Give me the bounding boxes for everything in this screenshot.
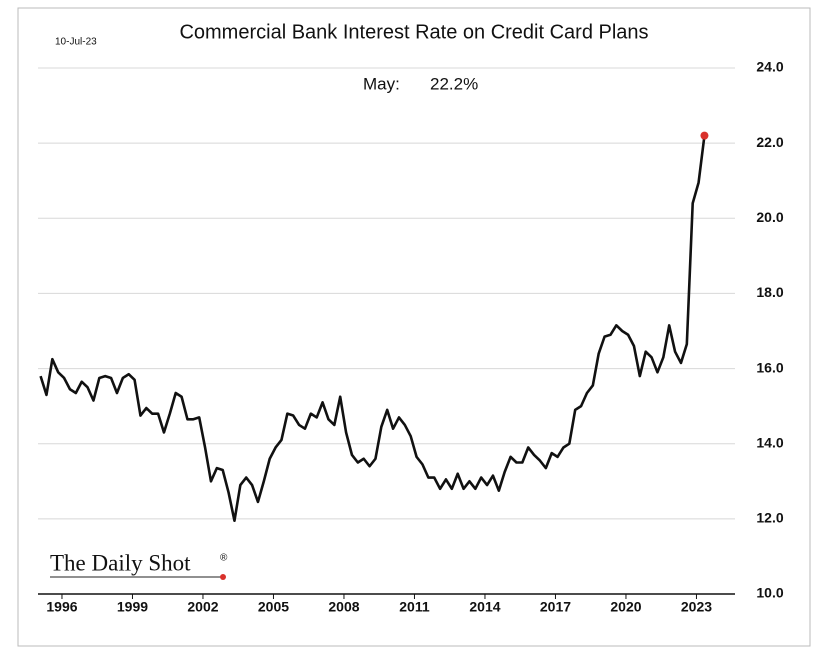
y-tick-label: 24.0 [756,59,783,75]
annotation-value: 22.2% [430,74,478,93]
logo-dot [220,574,226,580]
frame [17,7,811,647]
x-tick-label: 2002 [187,599,218,615]
logo-mark: ® [220,553,228,564]
x-tick-label: 2023 [681,599,712,615]
y-tick-label: 10.0 [756,585,783,601]
logo: The Daily Shot [50,550,191,575]
y-tick-label: 18.0 [756,284,783,300]
x-tick-label: 1996 [46,599,77,615]
x-tick-label: 2008 [328,599,359,615]
date-label: 10-Jul-23 [55,37,97,48]
x-tick-label: 2014 [469,599,500,615]
y-tick-label: 16.0 [756,359,783,375]
y-tick-label: 12.0 [756,510,783,526]
series-line [39,135,706,523]
chart-title: Commercial Bank Interest Rate on Credit … [179,21,648,43]
x-tick-label: 2017 [540,599,571,615]
last-point-marker [700,131,709,140]
x-tick-label: 1999 [117,599,148,615]
y-tick-label: 22.0 [756,134,783,150]
y-tick-label: 20.0 [756,209,783,225]
annotation-text: May: [363,74,400,93]
y-tick-label: 14.0 [756,434,783,450]
x-tick-label: 2011 [399,599,430,615]
x-tick-label: 2005 [258,599,289,615]
x-tick-label: 2020 [610,599,641,615]
